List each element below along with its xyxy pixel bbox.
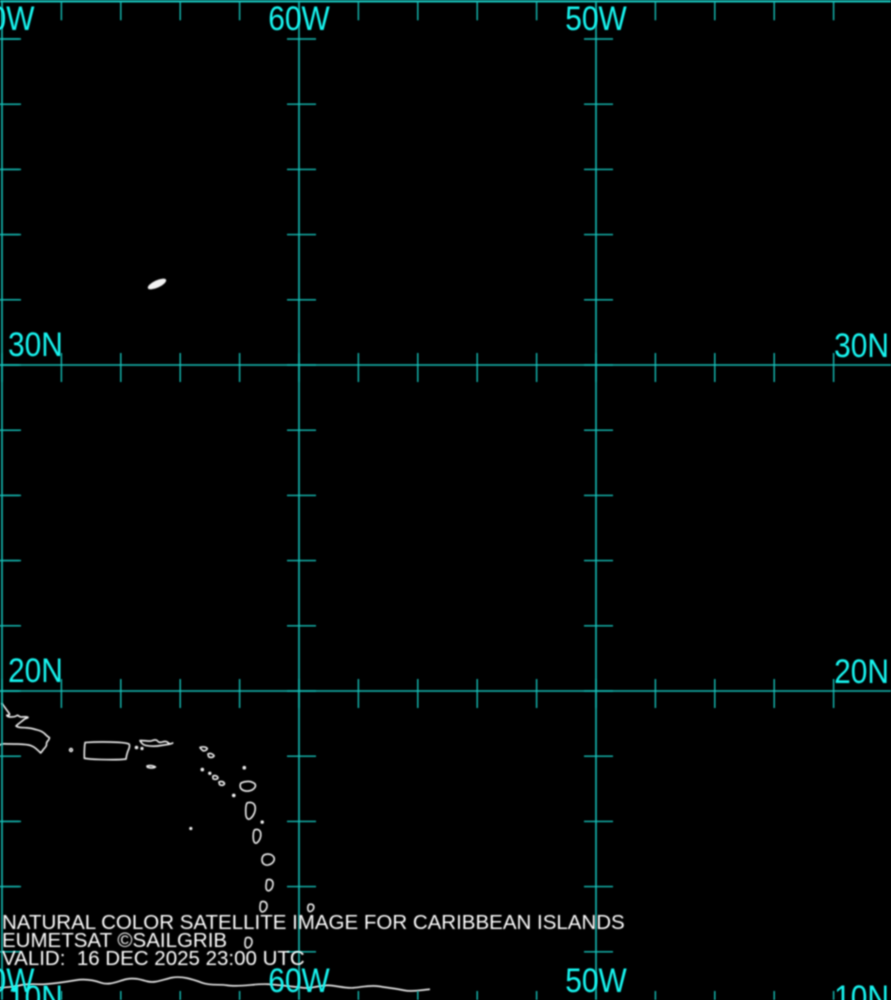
- svg-text:30N: 30N: [8, 325, 63, 363]
- svg-text:70W: 70W: [0, 0, 35, 37]
- svg-text:50W: 50W: [565, 0, 627, 37]
- svg-text:30N: 30N: [834, 326, 889, 364]
- svg-text:50W: 50W: [565, 961, 627, 999]
- svg-text:10N: 10N: [8, 978, 63, 1000]
- svg-text:60W: 60W: [268, 0, 330, 37]
- svg-text:VALID: 16 DEC 2025 23:00 UTC: VALID: 16 DEC 2025 23:00 UTC: [2, 947, 305, 970]
- svg-text:10N: 10N: [834, 978, 889, 1000]
- svg-text:20N: 20N: [8, 651, 63, 689]
- svg-text:20N: 20N: [834, 652, 889, 690]
